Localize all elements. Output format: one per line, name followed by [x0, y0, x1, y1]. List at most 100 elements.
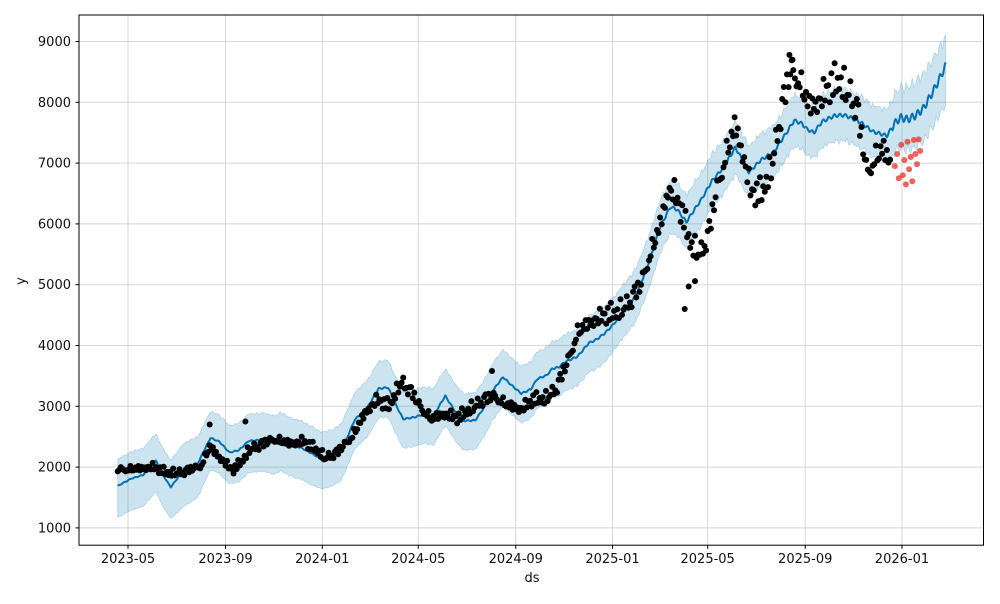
actual-point [330, 455, 337, 462]
actual-point [593, 315, 600, 322]
actual-point [617, 296, 624, 303]
actual-point [243, 455, 250, 462]
actual-point [807, 110, 814, 117]
actual-point [855, 101, 862, 108]
actual-point [709, 201, 716, 208]
actual-point [863, 156, 870, 163]
actual-point [409, 395, 416, 402]
x-tick-label: 2025-01 [585, 552, 639, 567]
y-tick-label: 7000 [38, 157, 71, 172]
actual-point [623, 293, 630, 300]
actual-point [769, 160, 776, 167]
actual-point [539, 394, 546, 401]
actual-point [739, 158, 746, 165]
actual-point [831, 60, 838, 67]
x-tick-label: 2025-05 [681, 552, 735, 567]
actual-points-layer [114, 51, 894, 479]
actual-point [785, 84, 792, 91]
actual-point [658, 221, 665, 228]
actual-point [712, 194, 719, 201]
actual-point [858, 124, 865, 130]
actual-point [814, 109, 821, 115]
actual-point [741, 154, 748, 161]
actual-point [657, 214, 664, 221]
actual-point [395, 389, 402, 396]
x-tick-label: 2024-05 [391, 552, 445, 567]
y-tick-label: 4000 [38, 339, 71, 354]
actual-point [650, 244, 657, 251]
actual-point [408, 384, 415, 390]
forecast-line-layer [117, 61, 947, 489]
x-tick-label: 2023-05 [101, 552, 155, 567]
actual-outlier-point [789, 56, 796, 63]
actual-point [720, 164, 727, 171]
forecast-line [117, 61, 947, 489]
actual-point [644, 265, 651, 272]
actual-point [160, 463, 167, 470]
actual-point [768, 175, 775, 182]
actual-point [725, 149, 732, 156]
actual-point [726, 144, 733, 151]
anomaly-point [907, 154, 914, 160]
actual-point [798, 69, 805, 76]
anomaly-point [902, 181, 909, 188]
actual-point [447, 407, 454, 414]
actual-point [680, 224, 687, 231]
y-tick-label: 1000 [38, 521, 71, 536]
actual-point [339, 443, 346, 450]
actual-point [649, 235, 656, 242]
y-tick-label: 6000 [38, 217, 71, 232]
anomaly-point [917, 147, 924, 154]
actual-point [828, 70, 835, 77]
actual-point [500, 394, 507, 401]
actual-point [465, 405, 472, 412]
actual-point [573, 336, 579, 343]
actual-outlier-point [685, 283, 692, 290]
actual-point [765, 184, 771, 191]
actual-point [707, 225, 714, 232]
y-tick-label: 2000 [38, 461, 71, 476]
actual-point [527, 397, 534, 404]
actual-point [738, 142, 744, 149]
actual-point [801, 96, 808, 103]
actual-point [817, 95, 824, 102]
y-tick-label: 5000 [38, 278, 71, 293]
actual-point [774, 138, 781, 144]
actual-point [760, 183, 767, 190]
actual-point [557, 370, 564, 377]
x-tick-label: 2024-01 [295, 552, 349, 567]
actual-point [598, 317, 605, 324]
actual-point [633, 294, 640, 301]
actual-point [170, 465, 177, 472]
actual-point [411, 389, 418, 396]
actual-outlier-point [681, 306, 688, 312]
actual-point [836, 86, 843, 92]
y-axis-label: y [14, 277, 29, 285]
actual-point [647, 253, 654, 260]
actual-point [636, 288, 643, 295]
anomaly-point [909, 178, 916, 185]
actual-point [400, 374, 407, 381]
actual-point [763, 173, 770, 180]
actual-point [782, 99, 789, 106]
actual-point [872, 142, 879, 149]
uncertainty-band-layer [117, 34, 946, 519]
actual-point [796, 84, 803, 91]
actual-point [692, 232, 698, 239]
actual-point [455, 410, 462, 417]
actual-point [853, 96, 860, 102]
actual-point [561, 368, 568, 375]
actual-point [425, 408, 432, 414]
actual-point [309, 438, 316, 445]
anomaly-point [912, 151, 919, 157]
actual-point [665, 194, 671, 201]
anomaly-points-layer [891, 136, 924, 188]
actual-point [638, 281, 645, 288]
actual-point [758, 197, 765, 204]
axes-layer: 1000 2000 3000 4000 5000 6000 7000 8000 9000 2023… [38, 14, 984, 567]
actual-point [479, 403, 486, 409]
actual-point [357, 420, 364, 427]
actual-point [845, 92, 852, 98]
actual-point [879, 150, 886, 157]
